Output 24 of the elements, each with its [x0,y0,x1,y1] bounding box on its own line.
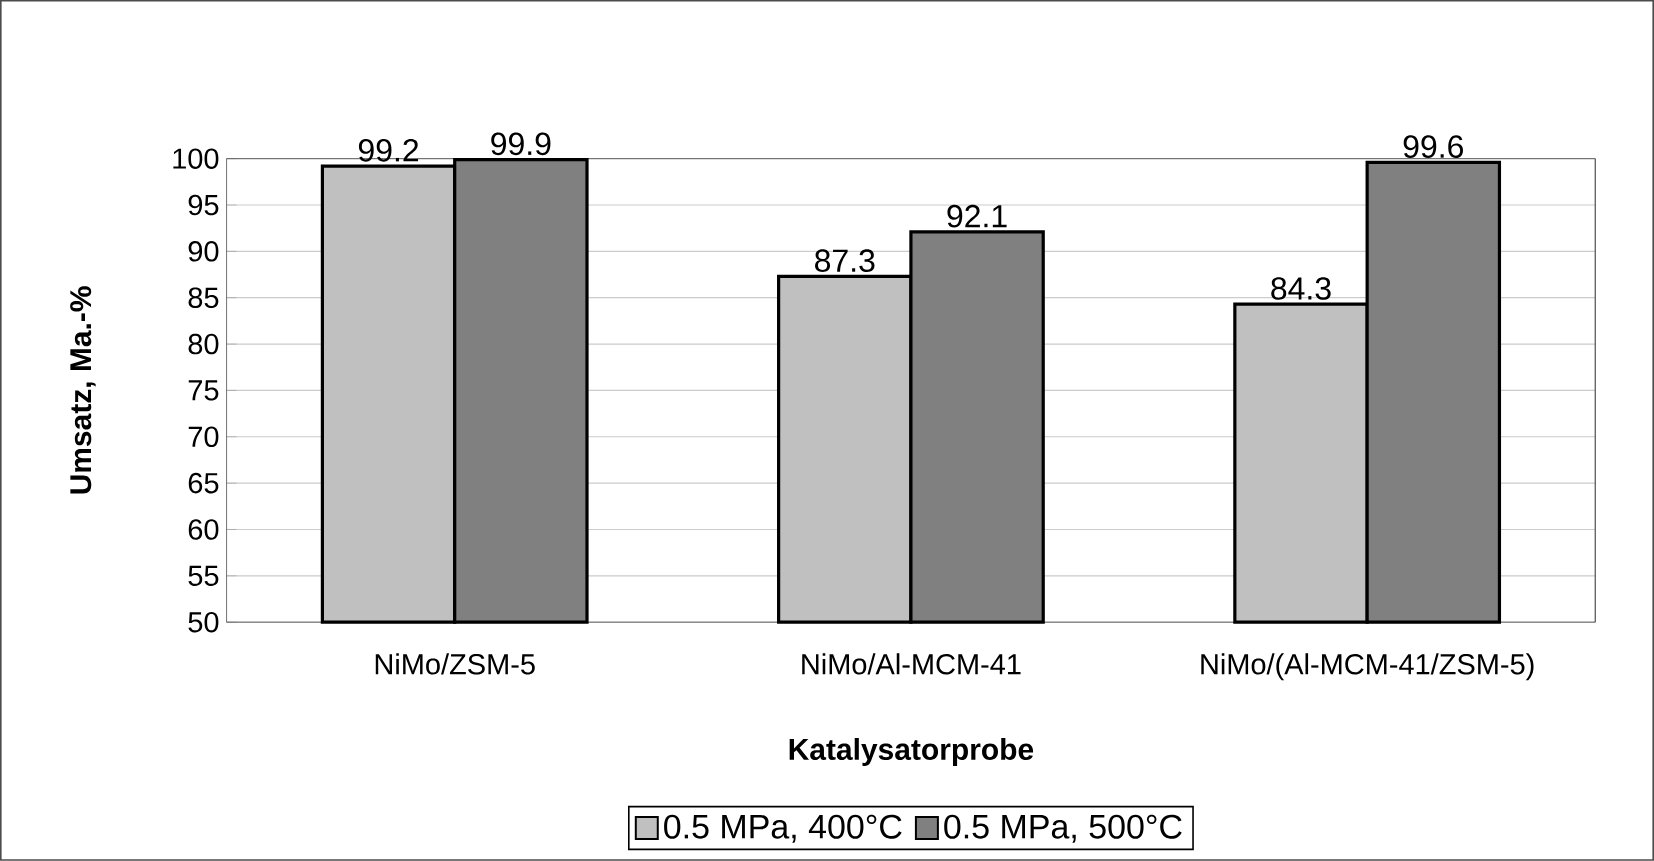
x-tick-label: NiMo/ZSM-5 [375,653,535,675]
legend-label: 0.5 MPa, 400°C [664,814,902,843]
y-tick-label: 85 [188,287,219,309]
x-tick-label: NiMo/Al-MCM-41 [802,653,1021,675]
y-axis-title: Umsatz, Ma.-% [70,286,96,494]
y-tick-label: 100 [173,148,219,170]
y-tick-label: 60 [188,519,219,540]
y-tick-label: 55 [188,565,219,587]
data-label: 84.3 [1271,277,1331,300]
y-tick-label: 75 [188,380,219,401]
x-axis-title: Katalysatorprobe [789,738,1034,767]
data-label: 99.9 [491,132,551,156]
y-tick-label: 95 [188,194,219,216]
data-label: 87.3 [815,249,875,273]
data-label: 92.1 [947,204,1007,228]
y-tick-label: 80 [188,333,219,355]
y-tick-label: 70 [188,426,219,448]
legend-label: 0.5 MPa, 500°C [944,814,1182,843]
y-tick-label: 90 [188,241,219,262]
y-tick-label: 65 [188,472,219,494]
data-label: 99.6 [1403,135,1463,159]
y-tick-label: 50 [188,612,219,633]
x-tick-label: NiMo/(Al-MCM-41/ZSM-5) [1201,653,1534,681]
data-label: 99.2 [358,139,419,162]
